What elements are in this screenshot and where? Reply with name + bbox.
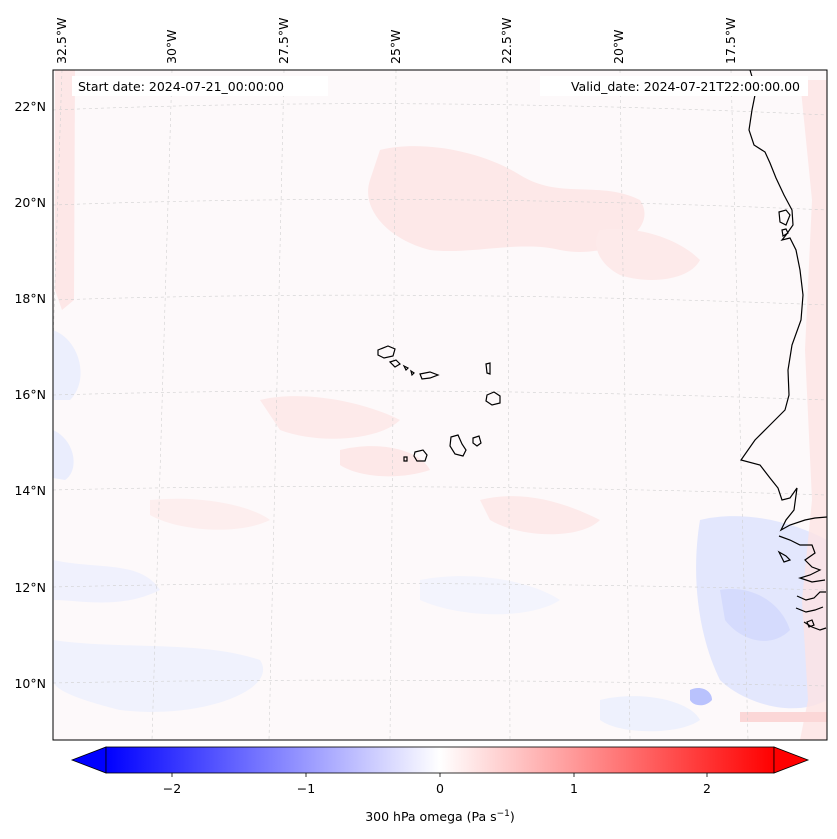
colorbar-tick-label: 1	[570, 781, 578, 796]
lon-label: 17.5°W	[723, 18, 738, 64]
lon-label: 20°W	[611, 29, 626, 64]
colorbar-gradient	[105, 746, 775, 774]
colorbar-ticks	[171, 773, 708, 777]
map-panel: Start date: 2024-07-21_00:00:00 Valid_da…	[53, 70, 827, 740]
map-frame	[52, 69, 828, 741]
lat-label: 16°N	[14, 387, 46, 402]
colorbar-extend-max	[773, 746, 810, 774]
colorbar: −2 −1 0 1 2 300 hPa omega (Pa s−1)	[70, 746, 810, 824]
lat-label: 20°N	[14, 195, 46, 210]
valid-date-box	[540, 76, 808, 96]
lon-label: 27.5°W	[276, 18, 291, 64]
longitude-labels: 32.5°W 30°W 27.5°W 25°W 22.5°W 20°W 17.5…	[54, 18, 738, 64]
lat-label: 14°N	[14, 483, 46, 498]
colorbar-tick-label: 2	[703, 781, 711, 796]
lon-label: 22.5°W	[499, 18, 514, 64]
gridlines	[53, 70, 827, 740]
colorbar-extend-min	[70, 746, 107, 774]
lat-label: 18°N	[14, 291, 46, 306]
start-date-box	[72, 76, 328, 96]
colorbar-tick-label: −2	[163, 781, 181, 796]
cabo-verde-islands	[377, 345, 501, 462]
lat-label: 22°N	[14, 99, 46, 114]
lon-label: 32.5°W	[54, 18, 69, 64]
lon-label: 25°W	[388, 29, 403, 64]
valid-date-text: Valid_date: 2024-07-21T22:00:00.00	[571, 79, 800, 94]
west-africa-coastline	[740, 70, 827, 631]
latitude-labels: 22°N 20°N 18°N 16°N 14°N 12°N 10°N	[14, 99, 46, 691]
start-date-text: Start date: 2024-07-21_00:00:00	[78, 79, 284, 94]
colorbar-label: 300 hPa omega (Pa s−1)	[365, 809, 515, 824]
lon-label: 30°W	[164, 29, 179, 64]
lat-label: 12°N	[14, 580, 46, 595]
colorbar-tick-label: −1	[297, 781, 315, 796]
lat-label: 10°N	[14, 676, 46, 691]
colorbar-tick-label: 0	[436, 781, 444, 796]
omega-field	[53, 70, 827, 740]
